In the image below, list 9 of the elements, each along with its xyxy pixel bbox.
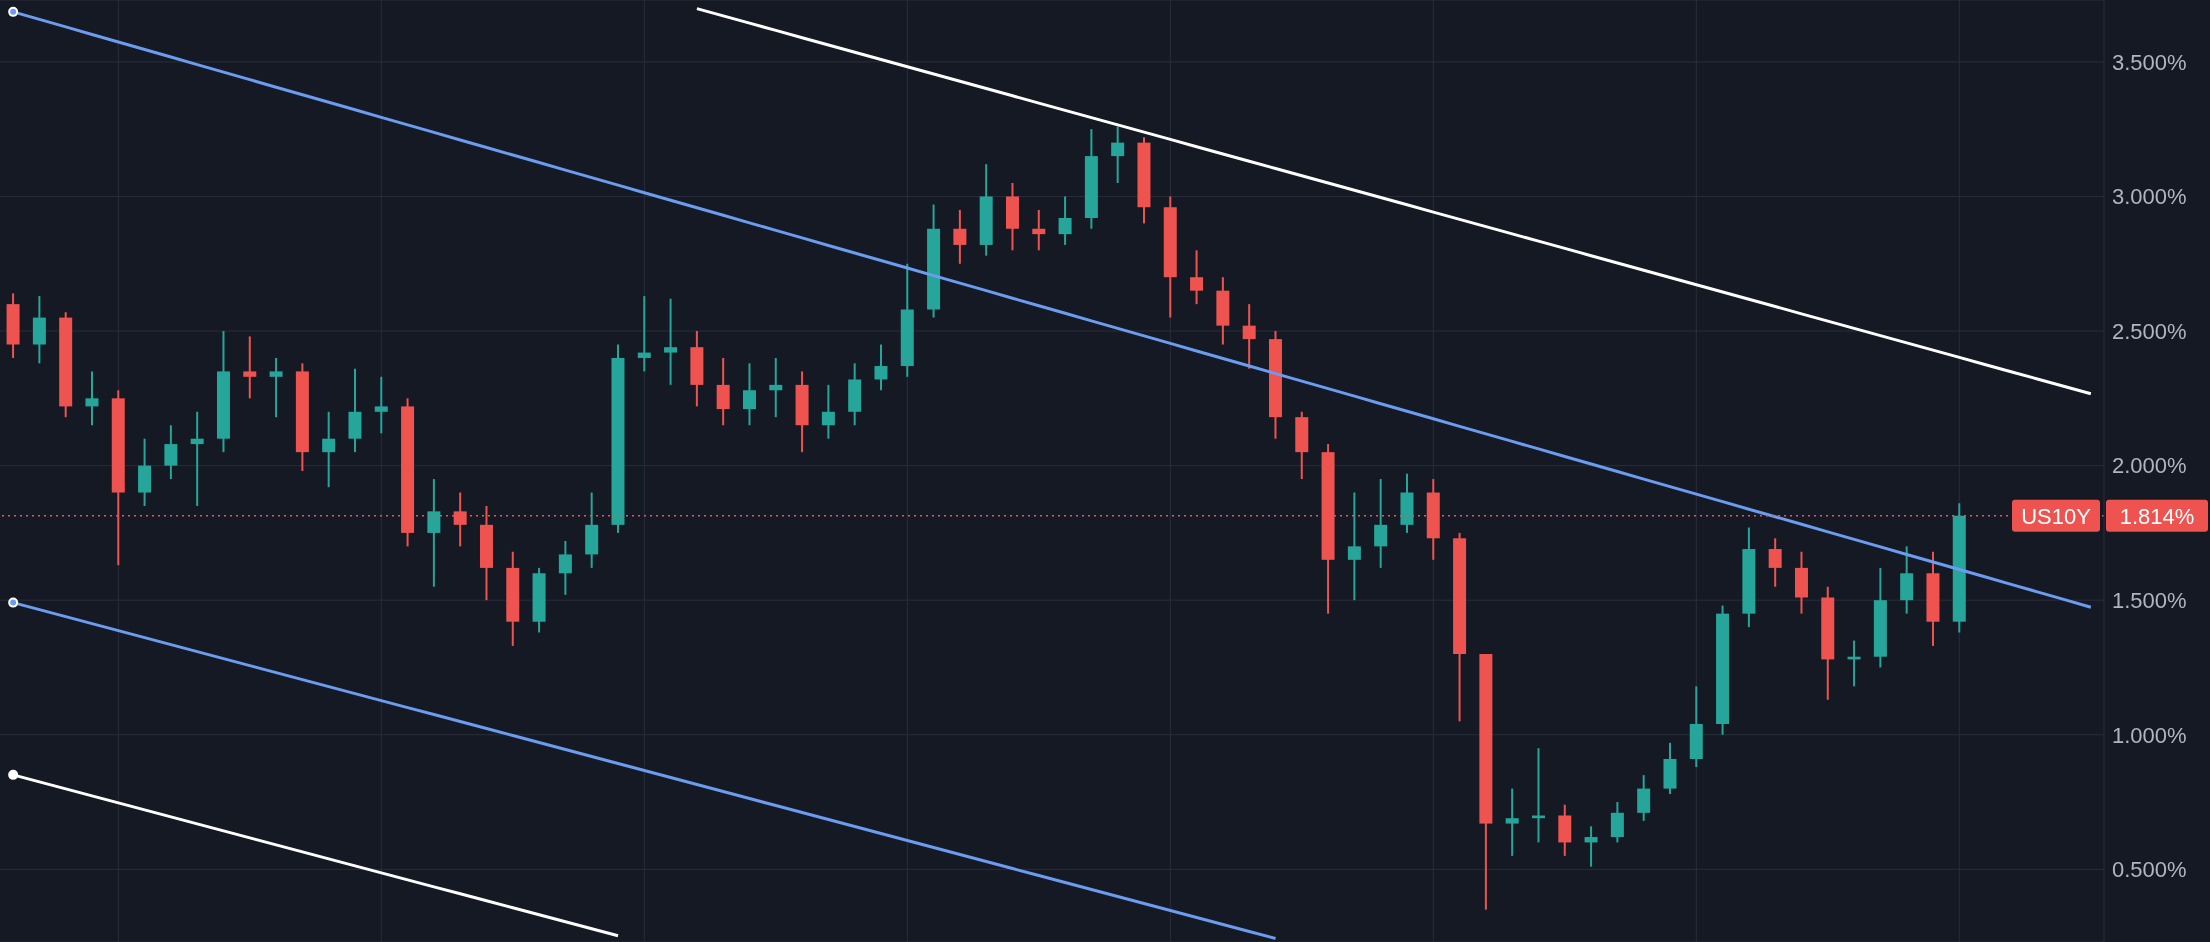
y-tick-label: 3.000% xyxy=(2112,184,2187,210)
ref-line-label: US10Y xyxy=(2021,503,2092,529)
y-tick-label: 1.500% xyxy=(2112,588,2187,613)
y-tick-label: 3.500% xyxy=(2112,49,2187,75)
y-tick-label: 2.500% xyxy=(2112,318,2187,344)
y-tick-label: 1.000% xyxy=(2112,722,2187,748)
text: 1.814% xyxy=(2119,503,2195,529)
y-tick-label: 0.500% xyxy=(2112,857,2187,883)
y-tick-label: 2.000% xyxy=(2112,453,2187,479)
